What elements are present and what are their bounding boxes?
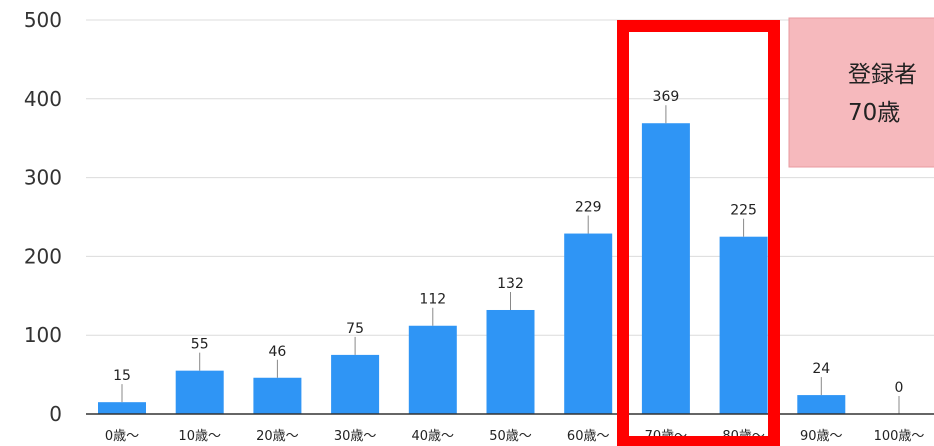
value-label: 15 xyxy=(113,368,131,384)
callout-box: 登録者 70歳 xyxy=(788,17,934,168)
bar xyxy=(98,402,146,414)
value-label: 0 xyxy=(895,380,904,396)
y-tick-label: 200 xyxy=(24,244,62,268)
bar xyxy=(797,395,846,414)
y-tick-label: 300 xyxy=(24,166,62,190)
callout-text: 70歳 xyxy=(848,100,900,126)
bar xyxy=(486,309,535,414)
bar xyxy=(331,354,380,414)
y-tick-label: 500 xyxy=(24,8,62,32)
bar xyxy=(719,236,768,414)
value-labels: 15 55 46 75 112 132 229 369 225 24 0 xyxy=(113,89,903,414)
x-tick-label: 90歳〜 xyxy=(800,429,843,444)
callout-background xyxy=(788,17,934,168)
y-axis-ticks: 0 100 200 300 400 500 xyxy=(24,8,62,426)
x-axis-ticks: 0歳〜 10歳〜 20歳〜 30歳〜 40歳〜 50歳〜 60歳〜 70歳〜 80歳〜 90歳〜 1… xyxy=(105,429,925,444)
x-tick-label: 20歳〜 xyxy=(256,429,299,444)
y-tick-label: 400 xyxy=(24,87,62,111)
x-tick-label: 50歳〜 xyxy=(489,429,532,444)
x-tick-label: 100歳〜 xyxy=(874,429,925,444)
highlight-box xyxy=(617,20,780,446)
bar xyxy=(253,377,302,414)
value-label: 229 xyxy=(575,200,602,216)
value-label: 46 xyxy=(268,344,286,360)
x-tick-label: 10歳〜 xyxy=(178,429,221,444)
bar xyxy=(564,233,613,414)
x-tick-label: 40歳〜 xyxy=(412,429,455,444)
y-tick-label: 100 xyxy=(24,323,62,347)
highlight-frame xyxy=(617,20,780,446)
x-tick-label: 30歳〜 xyxy=(334,429,377,444)
value-label: 24 xyxy=(812,361,830,377)
value-label: 112 xyxy=(419,292,446,308)
x-tick-label: 0歳〜 xyxy=(105,429,139,444)
bar xyxy=(175,370,224,414)
value-label: 369 xyxy=(653,89,680,105)
value-label: 75 xyxy=(346,321,364,337)
callout-text: 登録者 xyxy=(848,62,917,88)
value-label: 225 xyxy=(730,203,757,219)
bar xyxy=(641,123,690,414)
bar xyxy=(408,325,457,414)
bars xyxy=(98,123,846,414)
y-tick-label: 0 xyxy=(49,402,62,426)
value-label: 55 xyxy=(191,337,209,353)
x-tick-label: 60歳〜 xyxy=(567,429,610,444)
value-label: 132 xyxy=(497,276,524,292)
